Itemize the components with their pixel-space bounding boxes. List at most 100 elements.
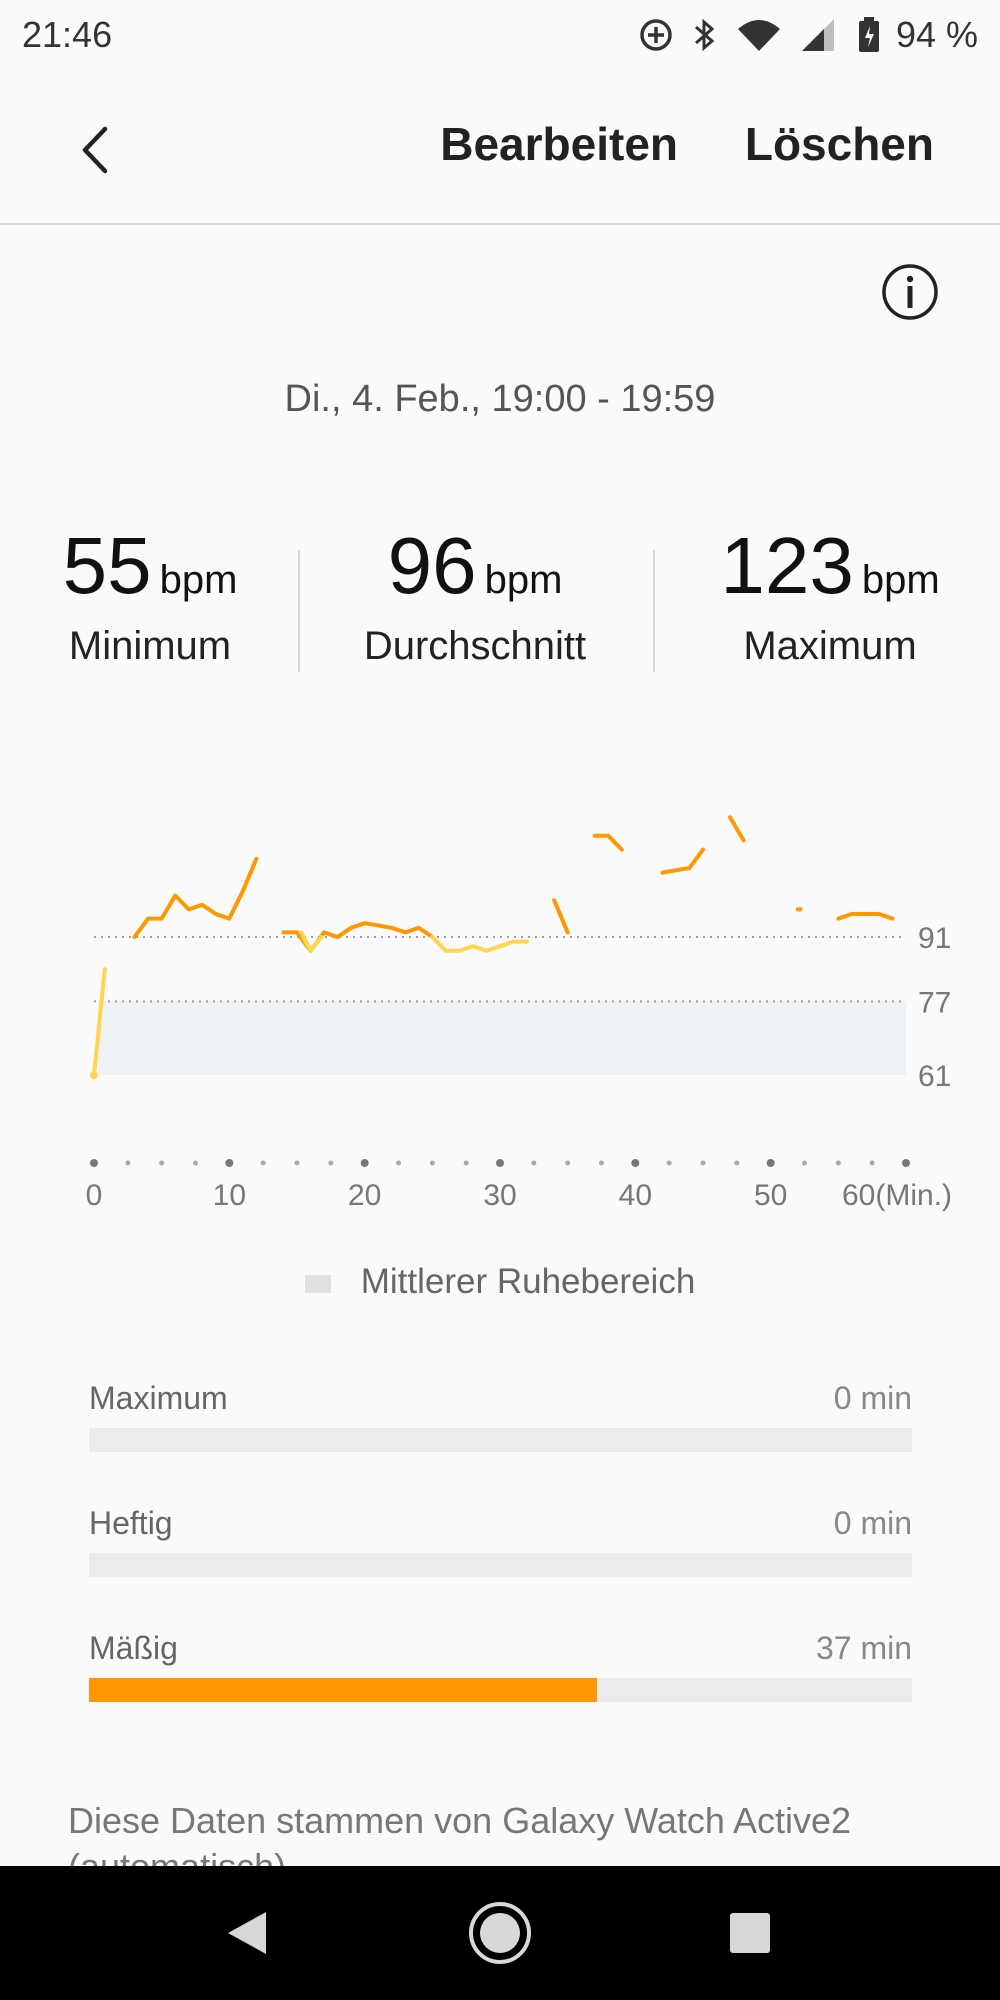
series-line	[92, 967, 107, 1077]
wifi-icon	[737, 20, 780, 51]
system-nav-bar	[0, 1866, 1000, 2000]
stat-maximum: 123 bpm Maximum	[690, 520, 970, 669]
x-axis-tick	[565, 1160, 571, 1166]
x-axis-tick	[902, 1159, 910, 1167]
info-icon[interactable]	[880, 262, 940, 322]
x-axis-tick	[90, 1159, 98, 1167]
x-axis-tick	[125, 1160, 131, 1166]
x-axis-tick	[666, 1160, 672, 1166]
stat-average: 96 bpm Durchschnitt	[330, 520, 620, 669]
delete-button[interactable]: Löschen	[744, 118, 934, 170]
x-tick-label: 30	[483, 1179, 516, 1212]
back-icon	[228, 1912, 266, 1954]
x-axis-tick	[360, 1159, 369, 1167]
zone-value: 37 min	[815, 1630, 912, 1666]
y-tick-label: 77	[918, 986, 951, 1019]
zone-bar	[89, 1553, 912, 1577]
x-axis-tick	[328, 1160, 334, 1166]
legend-label: Mittlerer Ruhebereich	[360, 1262, 696, 1301]
x-axis-tick	[193, 1160, 198, 1166]
edit-button[interactable]: Bearbeiten	[440, 118, 678, 170]
nav-back-button[interactable]	[180, 1866, 314, 2000]
x-tick-label: 20	[348, 1179, 381, 1212]
x-axis-tick	[396, 1160, 401, 1166]
signal-icon	[801, 19, 834, 51]
x-axis-tick	[429, 1160, 435, 1166]
stat-avg-value: 96	[387, 521, 477, 610]
data-point	[90, 1071, 98, 1079]
y-tick-label: 61	[918, 1060, 951, 1093]
series-line	[430, 935, 530, 953]
series-line	[132, 856, 259, 939]
stat-minimum: 55 bpm Minimum	[30, 520, 270, 669]
stat-min-value: 55	[62, 521, 152, 610]
x-axis-tick	[766, 1159, 775, 1167]
zone-row: Mäßig 37 min	[89, 1626, 912, 1751]
zone-label: Mäßig	[89, 1630, 178, 1666]
back-button[interactable]	[60, 115, 130, 185]
recents-icon	[730, 1913, 770, 1953]
divider	[653, 550, 655, 672]
stat-min-unit: bpm	[159, 558, 238, 602]
y-tick-label: 91	[918, 922, 951, 955]
status-bar: 21:46 94 %	[0, 0, 1000, 70]
series-line	[592, 833, 624, 852]
app-bar: Bearbeiten Löschen	[0, 75, 1000, 225]
battery-icon	[858, 17, 879, 52]
series-line	[660, 847, 705, 875]
stat-max-value: 123	[720, 521, 854, 610]
x-axis-tick	[631, 1159, 640, 1167]
series-line	[836, 912, 895, 921]
x-axis-tick	[700, 1160, 706, 1166]
x-axis-tick	[159, 1160, 165, 1166]
zone-label: Maximum	[89, 1380, 228, 1416]
zone-value: 0 min	[833, 1505, 912, 1541]
series-line	[728, 815, 746, 843]
x-axis-tick	[599, 1160, 604, 1166]
heart-rate-zones: Maximum 0 min Heftig 0 min Mäßig 37 min	[89, 1376, 912, 1751]
zone-value: 0 min	[833, 1380, 912, 1416]
x-axis-tick	[835, 1160, 841, 1166]
x-tick-label: 0	[86, 1179, 103, 1212]
stat-max-label: Maximum	[743, 624, 917, 668]
heart-rate-stats: 55 bpm Minimum 96 bpm Durchschnitt 123 bpm …	[0, 520, 1000, 720]
zone-row: Heftig 0 min	[89, 1501, 912, 1626]
date-range: Di., 4. Feb., 19:00 - 19:59	[284, 378, 716, 420]
zone-label: Heftig	[89, 1505, 173, 1541]
stat-min-label: Minimum	[68, 624, 232, 668]
bluetooth-icon	[694, 18, 715, 52]
x-axis-tick	[260, 1160, 266, 1166]
x-axis-tick	[225, 1159, 234, 1167]
series-line	[299, 930, 324, 953]
x-tick-label: 50	[754, 1179, 787, 1212]
stat-avg-label: Durchschnitt	[363, 624, 587, 668]
zone-bar-fill	[89, 1678, 597, 1702]
battery-level: 94 %	[895, 14, 978, 55]
home-icon	[469, 1902, 531, 1964]
x-tick-label: 40	[619, 1179, 652, 1212]
heart-rate-chart: 91 77 61 0 10 20 30 40 50 60(Min.)	[86, 815, 952, 1212]
stat-max-unit: bpm	[861, 558, 940, 602]
status-icons: 94 %	[638, 14, 978, 56]
chevron-left-icon	[82, 126, 108, 174]
status-time: 21:46	[22, 14, 113, 55]
x-axis-tick	[294, 1160, 300, 1166]
legend-swatch	[304, 1274, 331, 1293]
x-axis-tick	[531, 1160, 537, 1166]
x-axis-tick	[463, 1160, 469, 1166]
x-axis-tick	[802, 1160, 807, 1166]
resting-range-band	[98, 1001, 906, 1075]
series-line	[552, 898, 570, 935]
x-axis-tick	[496, 1159, 504, 1167]
x-tick-label: 10	[213, 1179, 246, 1212]
zone-row: Maximum 0 min	[89, 1376, 912, 1501]
divider	[298, 550, 300, 672]
nav-recents-button[interactable]	[683, 1866, 817, 2000]
stat-avg-unit: bpm	[484, 558, 563, 602]
nav-home-button[interactable]	[433, 1866, 567, 2000]
x-tick-label: 60(Min.)	[842, 1179, 952, 1212]
chart-legend: Mittlerer Ruhebereich	[0, 1262, 1000, 1302]
zone-bar	[89, 1428, 912, 1452]
x-axis-tick	[734, 1160, 740, 1166]
zone-bar	[89, 1678, 912, 1702]
